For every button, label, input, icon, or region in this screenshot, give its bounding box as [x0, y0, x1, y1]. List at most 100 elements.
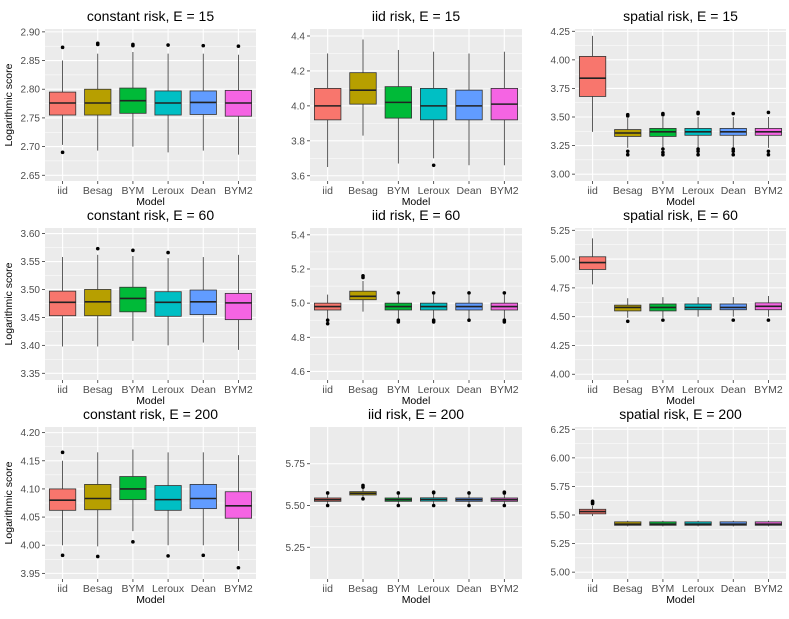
- outlier-point: [131, 248, 135, 253]
- box-body: [455, 89, 483, 121]
- panel-background: [575, 427, 786, 579]
- y-tick-label: 5.75: [551, 482, 571, 493]
- box-bym: [119, 42, 147, 147]
- outlier-point: [361, 274, 365, 278]
- box-besag: [84, 246, 112, 347]
- box-body: [349, 72, 377, 105]
- y-tick-label: 2.65: [21, 171, 41, 182]
- y-tick-label: 4.8: [291, 333, 305, 344]
- outlier-point: [396, 320, 401, 324]
- x-tick-label: Leroux: [152, 583, 185, 595]
- box-body: [84, 88, 112, 116]
- panel-2: 3.00 3.25 3.50 3.75 4.00 4.25 iid Besag BYM Lerou…: [551, 8, 786, 208]
- y-tick-label: 5.2: [291, 264, 305, 275]
- x-tick-label: Dean: [456, 185, 481, 197]
- x-axis-label: Model: [402, 196, 431, 208]
- outlier-point: [325, 491, 330, 495]
- outlier-point: [431, 291, 436, 295]
- y-tick-label: 4.00: [551, 370, 571, 381]
- box-body: [154, 291, 182, 317]
- box-body: [224, 491, 253, 519]
- outlier-point: [396, 503, 401, 508]
- panel-5: 4.00 4.25 4.50 4.75 5.00 5.25 iid Besag BYM Lerou…: [551, 207, 786, 407]
- x-tick-label: BYM2: [224, 185, 253, 197]
- panel-0: 2.65 2.70 2.75 2.80 2.85 2.90 iid Besag BYM Lerou…: [3, 8, 256, 208]
- y-tick-label: 5.75: [286, 459, 306, 470]
- y-tick-label: 5.0: [291, 299, 305, 310]
- outlier-point: [166, 250, 170, 255]
- x-tick-label: Dean: [721, 185, 746, 197]
- x-tick-label: BYM2: [490, 583, 519, 595]
- y-tick-label: 3.50: [551, 113, 571, 124]
- box-body: [224, 292, 253, 321]
- x-tick-label: iid: [322, 384, 333, 396]
- panel-background: [45, 228, 256, 380]
- box-dean: [455, 491, 483, 508]
- panel-8: 5.00 5.25 5.50 5.75 6.00 6.25 iid Besag BYM Lerou…: [551, 406, 786, 606]
- y-tick-label: 4.4: [291, 31, 305, 42]
- outlier-point: [502, 490, 507, 494]
- outlier-point: [201, 553, 206, 558]
- outlier-point: [696, 152, 700, 157]
- y-tick-label: 2.70: [21, 142, 41, 153]
- y-axis-label: Logarithmic score: [3, 461, 15, 544]
- x-tick-label: Dean: [456, 583, 481, 595]
- x-tick-label: BYM: [387, 384, 410, 396]
- panel-background: [575, 228, 786, 380]
- box-leroux: [420, 490, 448, 508]
- box-dean: [455, 53, 483, 166]
- box-dean: [719, 111, 747, 157]
- x-tick-label: iid: [57, 583, 68, 595]
- box-body: [314, 88, 342, 121]
- x-tick-label: Besag: [613, 583, 643, 595]
- y-tick-label: 3.75: [551, 84, 571, 95]
- y-tick-label: 4.00: [21, 541, 41, 552]
- box-body: [189, 484, 217, 510]
- panel-background: [310, 29, 522, 181]
- outlier-point: [236, 565, 241, 570]
- outlier-point: [396, 291, 401, 295]
- box-iid: [314, 491, 342, 508]
- box-dean: [719, 520, 747, 527]
- y-tick-label: 5.00: [551, 255, 571, 266]
- box-body: [119, 286, 147, 313]
- outlier-point: [166, 43, 170, 47]
- box-iid: [48, 450, 77, 558]
- outlier-point: [696, 149, 700, 154]
- x-tick-label: Leroux: [418, 384, 451, 396]
- box-besag: [349, 39, 377, 136]
- x-tick-label: Besag: [348, 384, 378, 396]
- outlier-point: [396, 491, 401, 495]
- panel-title: constant risk, E = 200: [83, 406, 218, 422]
- y-tick-label: 2.80: [21, 85, 41, 96]
- box-body: [420, 88, 448, 121]
- x-tick-label: Leroux: [418, 185, 451, 197]
- x-tick-label: Besag: [348, 583, 378, 595]
- box-bym2: [224, 254, 253, 350]
- box-bym2: [754, 295, 783, 322]
- outlier-point: [590, 499, 595, 504]
- outlier-point: [95, 554, 100, 559]
- outlier-point: [60, 553, 65, 558]
- panel-7: 5.25 5.50 5.75 iid Besag BYM Leroux Dean BYM2 iid…: [286, 406, 522, 606]
- x-tick-label: BYM: [652, 185, 675, 197]
- box-besag: [614, 520, 642, 527]
- panel-title: iid risk, E = 60: [372, 207, 461, 223]
- x-tick-label: Dean: [191, 583, 216, 595]
- box-besag: [614, 112, 642, 157]
- x-tick-label: Dean: [721, 384, 746, 396]
- box-body: [84, 289, 112, 317]
- outlier-point: [625, 152, 630, 157]
- outlier-point: [467, 291, 471, 295]
- box-body: [578, 56, 607, 97]
- outlier-point: [95, 42, 100, 47]
- outlier-point: [766, 152, 771, 157]
- x-axis-label: Model: [136, 395, 165, 407]
- outlier-point: [325, 318, 330, 323]
- x-tick-label: iid: [57, 384, 68, 396]
- x-tick-label: iid: [322, 185, 333, 197]
- y-tick-label: 2.85: [21, 56, 41, 67]
- y-axis-label: Logarithmic score: [3, 63, 15, 146]
- box-leroux: [420, 51, 448, 168]
